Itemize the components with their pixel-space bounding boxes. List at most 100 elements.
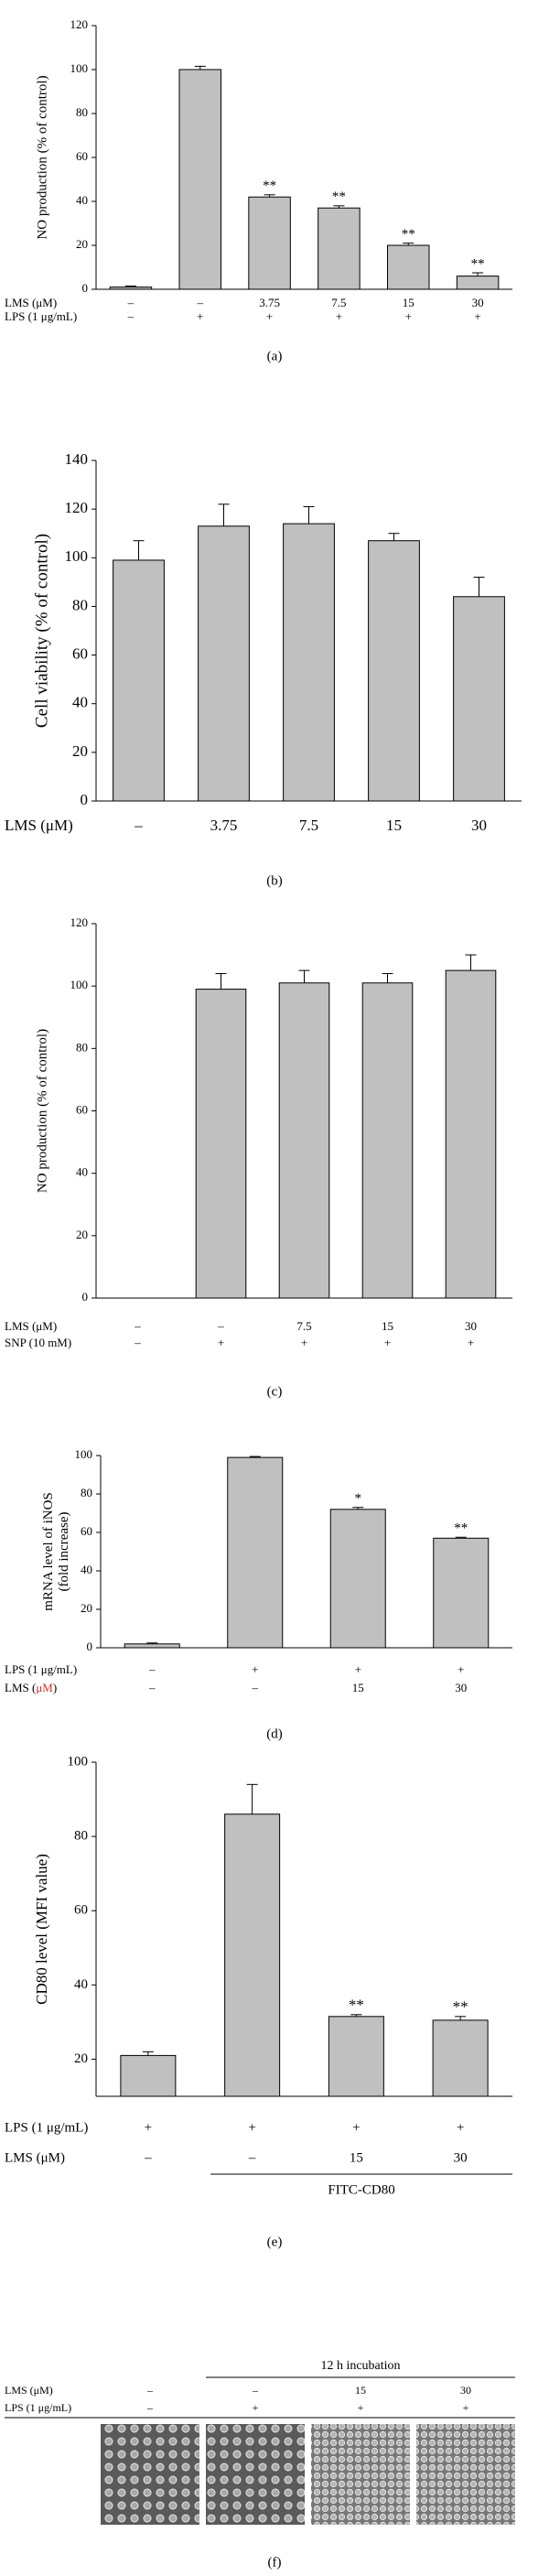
y-tick-label: 0 [82, 281, 89, 295]
significance-label: * [355, 1491, 362, 1506]
panel-caption: (d) [266, 1726, 283, 1741]
y-tick-label: 120 [70, 17, 89, 31]
y-tick-label: 20 [81, 1601, 92, 1615]
row-cell: + [474, 309, 480, 323]
row-cell: 7.5 [296, 1319, 311, 1333]
error-bar [194, 65, 206, 70]
row-label: LPS (1 μg/mL) [5, 2120, 88, 2135]
y-tick-label: 60 [74, 1903, 88, 1918]
row-cell: + [468, 1336, 474, 1349]
error-bar [455, 1536, 467, 1539]
row-cell: + [218, 1336, 224, 1349]
y-tick-label: 140 [65, 450, 89, 468]
row-label-part: μM [36, 1681, 53, 1694]
error-bar [142, 2051, 154, 2056]
error-bar [388, 533, 400, 541]
bar [318, 207, 361, 290]
y-tick-label: 100 [65, 547, 89, 565]
micrograph [206, 2424, 305, 2525]
y-tick-label: 80 [74, 1829, 88, 1844]
error-bar [264, 194, 275, 198]
bar [368, 540, 420, 802]
row-cell: 7.5 [331, 296, 346, 309]
y-axis-label: (fold increase) [57, 1511, 71, 1591]
row-cell: – [148, 1681, 156, 1694]
bar [195, 989, 247, 1299]
error-bar [472, 272, 484, 276]
y-tick-label: 60 [81, 1524, 92, 1538]
row-cell: + [336, 309, 342, 323]
error-bar [455, 2016, 467, 2020]
error-bar [333, 205, 345, 209]
y-tick-label: 120 [65, 499, 89, 516]
row-cell: + [252, 1662, 258, 1676]
row-cell: – [148, 1662, 156, 1676]
row-label: SNP (10 mM) [5, 1336, 71, 1349]
error-bar [403, 243, 414, 245]
row-cell: 3.75 [259, 296, 280, 309]
row-cell: + [457, 2120, 464, 2135]
y-axis-label: NO production (% of control) [35, 1029, 49, 1193]
bar [456, 276, 500, 290]
y-axis-label: NO production (% of control) [35, 75, 49, 239]
row-cell: + [253, 2401, 259, 2414]
row-cell: + [301, 1336, 307, 1349]
row-cell: – [146, 2384, 154, 2397]
y-axis-label: CD80 level (MFI value) [33, 1854, 50, 2005]
row-cell: – [134, 1319, 141, 1333]
bar [109, 287, 153, 290]
error-bar [352, 1507, 364, 1510]
row-cell: 30 [460, 2384, 471, 2397]
row-label: LMS (μM) [5, 1681, 57, 1694]
row-label: LMS (μM) [5, 1319, 57, 1333]
y-tick-label: 100 [68, 1754, 89, 1769]
significance-label: ** [332, 189, 346, 204]
error-bar [124, 285, 136, 287]
y-tick-label: 100 [70, 61, 89, 75]
row-cell: + [358, 2401, 364, 2414]
y-tick-label: 40 [72, 694, 88, 711]
row-cell: – [252, 2384, 259, 2397]
error-bar [218, 503, 230, 526]
error-bar [133, 540, 145, 560]
row-label: LMS (μM) [5, 296, 57, 309]
row-cell: + [355, 1662, 361, 1676]
y-tick-label: 80 [72, 596, 88, 613]
row-cell: + [405, 309, 412, 323]
row-cell: 3.75 [210, 817, 238, 834]
y-axis-label: mRNA level of iNOS [41, 1492, 56, 1611]
error-bar [303, 505, 315, 525]
error-bar [249, 1456, 261, 1458]
error-bar [298, 969, 310, 983]
row-cell: 30 [455, 1681, 467, 1694]
bar [124, 1643, 180, 1649]
bar [387, 244, 430, 290]
y-tick-label: 20 [74, 2051, 88, 2066]
row-label-part: LMS ( [5, 1681, 36, 1694]
error-bar [146, 1642, 158, 1644]
significance-label: ** [454, 1521, 468, 1536]
bar [283, 523, 335, 802]
row-cell: + [145, 2120, 152, 2135]
significance-label: ** [471, 256, 485, 271]
row-cell: 15 [386, 817, 402, 834]
bar [248, 196, 291, 290]
row-label: LPS (1 μg/mL) [5, 309, 77, 323]
y-tick-label: 60 [76, 1102, 88, 1116]
row-label-part: ) [53, 1681, 57, 1694]
row-label: LMS (μM) [5, 817, 73, 834]
bar [113, 559, 165, 802]
significance-label: ** [349, 1997, 364, 2014]
error-bar [473, 577, 485, 597]
row-label: LMS (μM) [5, 2384, 53, 2397]
y-tick-label: 120 [70, 915, 89, 929]
y-tick-label: 100 [75, 1447, 93, 1461]
y-tick-label: 80 [76, 1040, 88, 1054]
error-bar [246, 1783, 258, 1814]
bar [198, 525, 250, 802]
y-tick-label: 40 [74, 1977, 88, 1992]
significance-label: ** [263, 179, 276, 193]
bar [227, 1456, 284, 1649]
error-bar [350, 2014, 362, 2017]
row-cell: 15 [350, 2150, 363, 2165]
